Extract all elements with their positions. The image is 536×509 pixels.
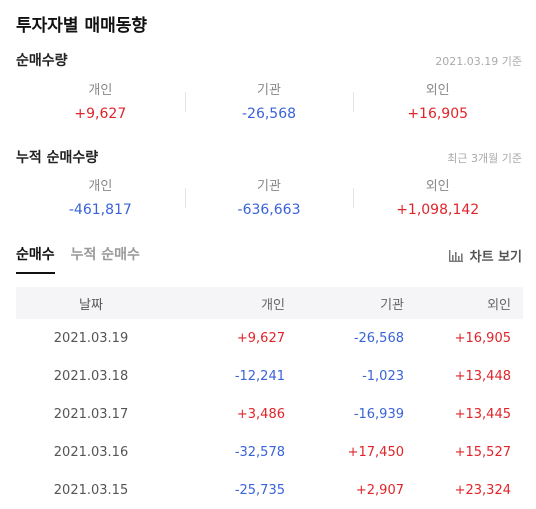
header-individual: 개인 (261, 297, 285, 313)
cell-foreign: +13,445 (454, 406, 511, 422)
cell-institution: +2,907 (355, 482, 404, 498)
view-chart-label: 차트 보기 (469, 250, 522, 265)
summary-value: +1,098,142 (396, 202, 480, 218)
summary-value: +16,905 (407, 106, 469, 122)
header-institution: 기관 (380, 297, 404, 313)
cumulative-summary: 개인 -461,817 기관 -636,663 외인 +1,098,142 (16, 178, 522, 224)
cell-individual: -12,241 (234, 368, 285, 384)
summary-label: 외인 (425, 83, 450, 98)
summary-label: 기관 (257, 179, 281, 194)
table-row: 2021.03.18 -12,241 -1,023 +13,448 (16, 357, 523, 395)
table-header: 날짜 개인 기관 외인 (16, 287, 523, 319)
summary-value: -636,663 (237, 202, 301, 218)
cell-date: 2021.03.19 (53, 330, 129, 346)
cell-individual: +9,627 (236, 330, 285, 346)
table-row: 2021.03.15 -25,735 +2,907 +23,324 (16, 471, 523, 509)
table-row: 2021.03.16 -32,578 +17,450 +15,527 (16, 433, 523, 471)
table-row: 2021.03.19 +9,627 -26,568 +16,905 (16, 319, 523, 357)
cell-individual: -32,578 (234, 444, 285, 460)
cell-institution: +17,450 (347, 444, 404, 460)
bar-chart-icon (448, 249, 463, 262)
header-foreign: 외인 (487, 297, 511, 313)
cell-foreign: +13,448 (454, 368, 511, 384)
cumulative-individual: 개인 -461,817 (16, 178, 185, 224)
cell-individual: -25,735 (234, 482, 285, 498)
tab-bar: 순매수 누적 순매수 (16, 244, 156, 274)
cumulative-period-note: 최근 3개월 기준 (447, 152, 522, 165)
cell-institution: -26,568 (353, 330, 404, 346)
cell-institution: -1,023 (362, 368, 404, 384)
net-volume-individual: 개인 +9,627 (16, 82, 185, 128)
cell-date: 2021.03.15 (53, 482, 129, 498)
cumulative-title: 누적 순매수량 (16, 150, 99, 166)
cell-institution: -16,939 (353, 406, 404, 422)
cumulative-foreign: 외인 +1,098,142 (353, 178, 522, 224)
table-row: 2021.03.17 +3,486 -16,939 +13,445 (16, 395, 523, 433)
cell-date: 2021.03.17 (53, 406, 129, 422)
cell-foreign: +16,905 (454, 330, 511, 346)
summary-value: -26,568 (241, 106, 297, 122)
net-volume-institution: 기관 -26,568 (184, 82, 354, 128)
net-volume-date-note: 2021.03.19 기준 (435, 55, 522, 68)
summary-label: 외인 (425, 179, 450, 194)
summary-label: 개인 (88, 83, 113, 98)
header-date: 날짜 (79, 297, 103, 313)
net-volume-title: 순매수량 (16, 53, 68, 69)
cell-foreign: +15,527 (454, 444, 511, 460)
cumulative-institution: 기관 -636,663 (184, 178, 354, 224)
tab-cumulative-net-buy[interactable]: 누적 순매수 (70, 247, 140, 263)
cell-date: 2021.03.18 (53, 368, 129, 384)
investor-trades-table: 날짜 개인 기관 외인 2021.03.19 +9,627 -26,568 +16,9… (16, 287, 523, 509)
summary-label: 기관 (257, 83, 281, 98)
summary-label: 개인 (88, 179, 113, 194)
summary-value: +9,627 (74, 106, 127, 122)
page-title: 투자자별 매매동향 (16, 16, 148, 36)
table-body: 2021.03.19 +9,627 -26,568 +16,905 2021.03.18… (16, 319, 523, 509)
cell-individual: +3,486 (236, 406, 285, 422)
tab-net-buy[interactable]: 순매수 (16, 244, 55, 274)
cell-date: 2021.03.16 (53, 444, 129, 460)
view-chart-button[interactable]: 차트 보기 (448, 246, 522, 265)
net-volume-foreign: 외인 +16,905 (353, 82, 522, 128)
cell-foreign: +23,324 (454, 482, 511, 498)
net-volume-summary: 개인 +9,627 기관 -26,568 외인 +16,905 (16, 82, 522, 128)
summary-value: -461,817 (68, 202, 132, 218)
